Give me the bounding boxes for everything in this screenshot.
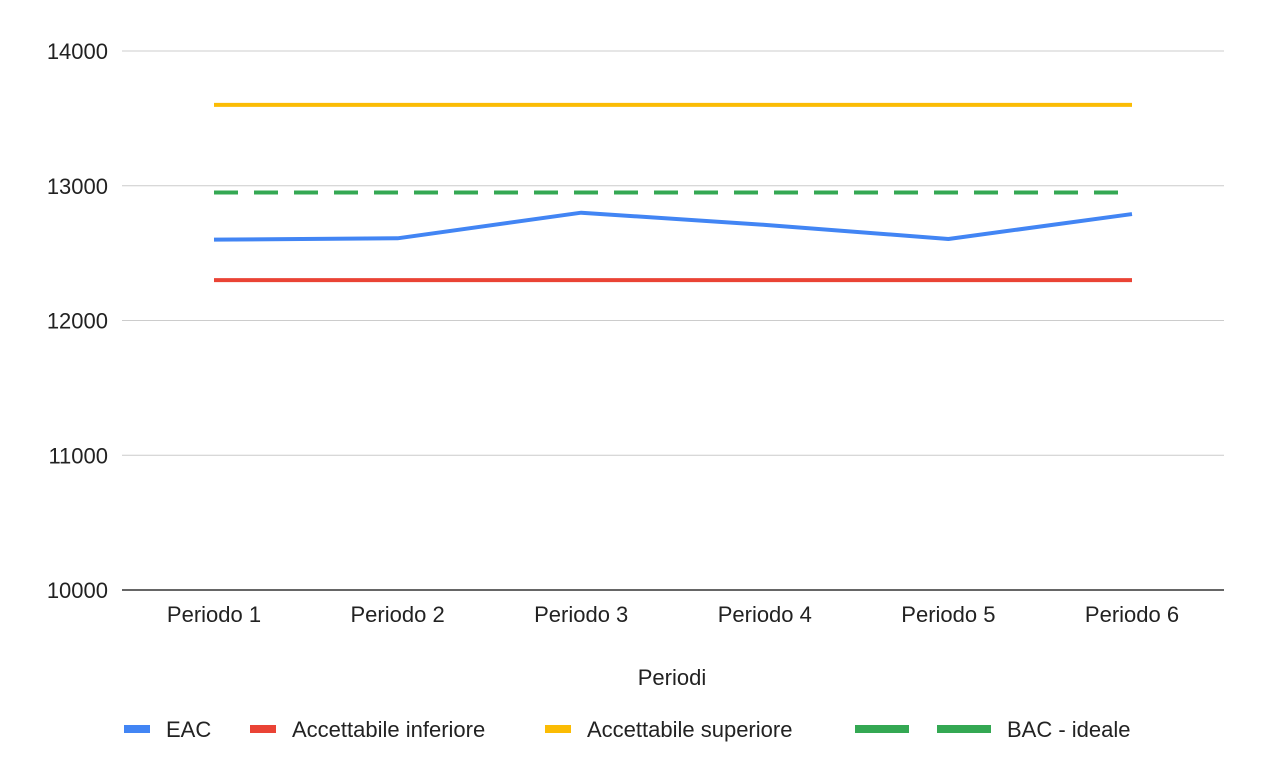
x-tick-label: Periodo 3 bbox=[534, 602, 628, 627]
legend-swatch bbox=[250, 725, 276, 733]
legend-label: EAC bbox=[166, 717, 211, 742]
y-tick-label: 10000 bbox=[47, 578, 108, 603]
y-tick-label: 11000 bbox=[48, 443, 108, 468]
legend-swatch bbox=[855, 725, 909, 733]
x-tick-label: Periodo 1 bbox=[167, 602, 261, 627]
y-tick-label: 14000 bbox=[47, 39, 108, 64]
legend-item-3: BAC - ideale bbox=[855, 717, 1131, 742]
legend-swatch bbox=[124, 725, 150, 733]
x-tick-label: Periodo 6 bbox=[1085, 602, 1179, 627]
legend-swatch bbox=[545, 725, 571, 733]
series-lines bbox=[213, 102, 1133, 283]
x-axis-title: Periodi bbox=[638, 665, 706, 690]
x-tick-label: Periodo 2 bbox=[351, 602, 445, 627]
legend-label: Accettabile inferiore bbox=[292, 717, 485, 742]
legend-item-2: Accettabile superiore bbox=[545, 717, 792, 742]
x-tick-label: Periodo 5 bbox=[901, 602, 995, 627]
legend-label: Accettabile superiore bbox=[587, 717, 792, 742]
grid-lines bbox=[122, 50, 1224, 591]
x-axis-tick-labels: Periodo 1 Periodo 2 Periodo 3 Periodo 4 Peri… bbox=[167, 602, 1179, 627]
legend-item-1: Accettabile inferiore bbox=[250, 717, 485, 742]
legend: EAC Accettabile inferiore Accettabile supe… bbox=[124, 717, 1131, 742]
legend-item-0: EAC bbox=[124, 717, 211, 742]
y-tick-label: 12000 bbox=[47, 309, 108, 334]
legend-swatch bbox=[937, 725, 991, 733]
series-line-0 bbox=[213, 210, 1133, 242]
y-axis-tick-labels: 10000 11000 12000 13000 14000 bbox=[47, 39, 108, 603]
x-tick-label: Periodo 4 bbox=[718, 602, 812, 627]
legend-label: BAC - ideale bbox=[1007, 717, 1131, 742]
y-tick-label: 13000 bbox=[47, 174, 108, 199]
